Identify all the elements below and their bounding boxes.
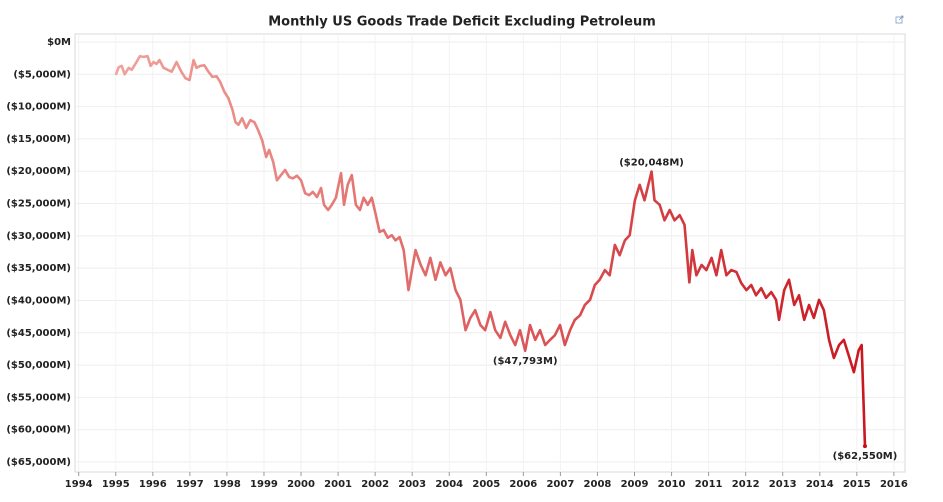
y-tick-label: $0M xyxy=(47,37,71,48)
x-tick-label: 2004 xyxy=(435,479,463,490)
x-tick-label: 2005 xyxy=(472,479,500,490)
x-tick-label: 2011 xyxy=(695,479,723,490)
x-tick-label: 1998 xyxy=(213,479,241,490)
external-link-icon[interactable] xyxy=(895,15,904,24)
y-tick-label: ($40,000M) xyxy=(6,295,71,306)
x-tick-label: 2010 xyxy=(658,479,686,490)
x-tick-label: 1999 xyxy=(250,479,278,490)
y-tick-label: ($10,000M) xyxy=(6,102,71,113)
y-tick-label: ($20,000M) xyxy=(6,166,71,177)
plot-frame xyxy=(74,33,906,473)
y-tick-label: ($35,000M) xyxy=(6,263,71,274)
x-tick-label: 2002 xyxy=(361,479,389,490)
x-tick-label: 2000 xyxy=(287,479,315,490)
x-tick-label: 2015 xyxy=(843,479,871,490)
x-tick-label: 2012 xyxy=(732,479,760,490)
end-marker xyxy=(862,444,867,449)
y-tick-label: ($45,000M) xyxy=(6,328,71,339)
x-tick-label: 2013 xyxy=(769,479,797,490)
data-label: ($47,793M) xyxy=(493,356,558,367)
x-tick-label: 2016 xyxy=(880,479,908,490)
x-tick-label: 2014 xyxy=(806,479,834,490)
y-tick-label: ($55,000M) xyxy=(6,392,71,403)
data-label: ($62,550M) xyxy=(833,451,898,462)
y-tick-label: ($50,000M) xyxy=(6,360,71,371)
x-tick-label: 2009 xyxy=(621,479,649,490)
y-tick-label: ($25,000M) xyxy=(6,199,71,210)
x-tick-label: 2007 xyxy=(546,479,574,490)
data-label: ($20,048M) xyxy=(619,158,684,169)
x-tick-label: 2006 xyxy=(509,479,537,490)
x-tick-label: 1995 xyxy=(102,479,130,490)
x-tick-label: 1997 xyxy=(176,479,204,490)
y-tick-label: ($65,000M) xyxy=(6,457,71,468)
x-tick-label: 1996 xyxy=(139,479,167,490)
data-line xyxy=(114,54,867,447)
chart-title: Monthly US Goods Trade Deficit Excluding… xyxy=(268,15,656,30)
y-tick-label: ($30,000M) xyxy=(6,231,71,242)
x-tick-label: 1994 xyxy=(65,479,93,490)
y-tick-label: ($15,000M) xyxy=(6,134,71,145)
x-tick-label: 2003 xyxy=(398,479,426,490)
x-tick-label: 2008 xyxy=(584,479,612,490)
x-tick-label: 2001 xyxy=(324,479,352,490)
y-tick-label: ($5,000M) xyxy=(13,69,71,80)
y-tick-label: ($60,000M) xyxy=(6,425,71,436)
